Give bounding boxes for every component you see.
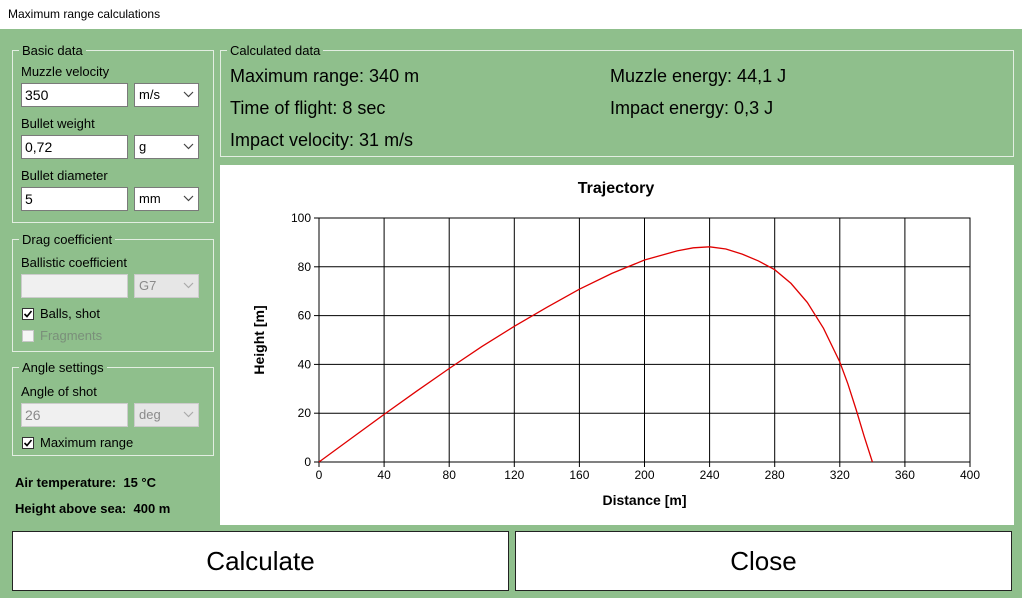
x-tick-label: 40: [377, 468, 391, 482]
x-tick-label: 320: [830, 468, 850, 482]
fragments-checkbox[interactable]: [22, 330, 34, 342]
balls-shot-checkbox[interactable]: [22, 308, 34, 320]
drag-model-value: G7: [139, 278, 157, 293]
x-tick-label: 400: [960, 468, 980, 482]
y-tick-label: 20: [298, 406, 312, 420]
muzzle-velocity-input[interactable]: 350: [21, 83, 128, 107]
x-tick-label: 240: [700, 468, 720, 482]
bullet-diameter-label: Bullet diameter: [21, 168, 108, 183]
bullet-weight-label: Bullet weight: [21, 116, 95, 131]
bullet-diameter-unit-select[interactable]: mm: [134, 187, 199, 211]
x-tick-label: 160: [569, 468, 589, 482]
angle-of-shot-input[interactable]: 26: [21, 403, 128, 427]
basic-data-legend: Basic data: [22, 43, 83, 58]
muzzle-velocity-label: Muzzle velocity: [21, 64, 110, 79]
fragments-label: Fragments: [40, 328, 103, 343]
muzzle-velocity-unit-select[interactable]: m/s: [134, 83, 199, 107]
drag-coefficient-group: Drag coefficient: [12, 232, 214, 352]
maximum-range-checkbox[interactable]: [22, 437, 34, 449]
muzzle-energy-value: Muzzle energy: 44,1 J: [610, 66, 787, 86]
y-tick-label: 80: [298, 260, 312, 274]
x-tick-label: 280: [765, 468, 785, 482]
trajectory-chart: 0 40 80 120 160 200 240 280 320 360 400 0 20 40 60 80 10…: [251, 180, 980, 508]
impact-energy-value: Impact energy: 0,3 J: [610, 98, 774, 118]
y-tick-label: 100: [291, 211, 311, 225]
chevron-down-icon: [183, 91, 194, 98]
ballistic-coefficient-input[interactable]: [21, 274, 128, 298]
angle-settings-group: Angle settings: [12, 360, 214, 456]
calculated-data-legend: Calculated data: [230, 43, 321, 58]
bullet-weight-unit-select[interactable]: g: [134, 135, 199, 159]
ballistic-coefficient-label: Ballistic coefficient: [21, 255, 127, 270]
maximum-range-label: Maximum range: [40, 435, 134, 450]
angle-of-shot-label: Angle of shot: [21, 384, 97, 399]
x-axis-label: Distance [m]: [602, 492, 686, 508]
muzzle-velocity-unit-value: m/s: [139, 87, 160, 102]
impact-velocity-value: Impact velocity: 31 m/s: [230, 130, 414, 150]
window-title: Maximum range calculations: [8, 7, 161, 21]
y-tick-label: 0: [304, 455, 311, 469]
checkmark-icon: [23, 310, 33, 318]
chevron-down-icon: [183, 282, 194, 289]
drag-coefficient-legend: Drag coefficient: [22, 232, 113, 247]
basic-data-group: Basic data: [12, 43, 214, 223]
height-above-sea-text: Height above sea: 400 m: [15, 501, 171, 516]
chart-title: Trajectory: [578, 180, 655, 197]
calculate-button[interactable]: Calculate: [12, 531, 509, 591]
close-button[interactable]: Close: [515, 531, 1012, 591]
angle-unit-value: deg: [139, 407, 161, 422]
x-tick-label: 120: [504, 468, 524, 482]
y-tick-label: 40: [298, 357, 312, 371]
drag-model-select[interactable]: G7: [134, 274, 199, 298]
angle-unit-select[interactable]: deg: [134, 403, 199, 427]
trajectory-line: [318, 246, 874, 463]
calculated-data-group: Calculated data: [220, 43, 1014, 157]
bullet-weight-unit-value: g: [139, 139, 147, 154]
chevron-down-icon: [183, 195, 194, 202]
air-temperature-text: Air temperature: 15 °C: [15, 475, 157, 490]
maximum-range-value: Maximum range: 340 m: [230, 66, 420, 86]
chevron-down-icon: [183, 411, 194, 418]
plot-frame: [318, 217, 971, 463]
x-tick-label: 80: [443, 468, 457, 482]
bullet-diameter-unit-value: mm: [139, 191, 161, 206]
trajectory-chart-panel: 0 40 80 120 160 200 240 280 320 360 400 0 20 40 60 80 10…: [220, 165, 1014, 525]
checkmark-icon: [23, 439, 33, 447]
time-of-flight-value: Time of flight: 8 sec: [230, 98, 386, 118]
balls-shot-label: Balls, shot: [40, 306, 100, 321]
x-tick-label: 360: [895, 468, 915, 482]
x-tick-label: 0: [316, 468, 323, 482]
title-bar: Maximum range calculations: [0, 0, 1022, 29]
y-axis-label: Height [m]: [251, 305, 267, 374]
angle-settings-legend: Angle settings: [22, 360, 104, 375]
bullet-diameter-input[interactable]: 5: [21, 187, 128, 211]
chevron-down-icon: [183, 143, 194, 150]
bullet-weight-input[interactable]: 0,72: [21, 135, 128, 159]
y-tick-label: 60: [298, 309, 312, 323]
x-tick-label: 200: [634, 468, 654, 482]
